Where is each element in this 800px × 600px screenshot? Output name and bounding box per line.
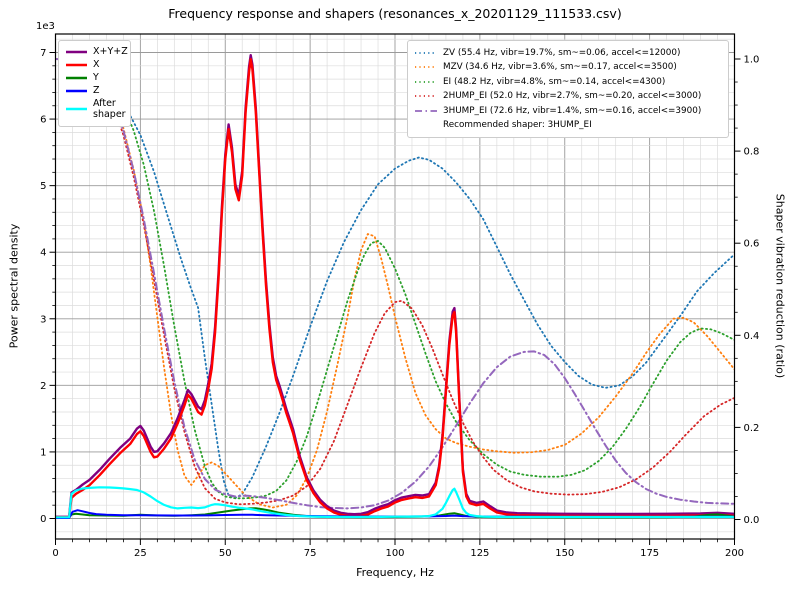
series-psd-after-shaper (55, 486, 735, 519)
series-curves (55, 54, 735, 519)
y-left-tick-label: 6 (40, 115, 46, 126)
legend-item-zv-55-4-hz-vibr-19-7-sm-0-06-a: ZV (55.4 Hz, vibr=19.7%, sm~=0.06, accel… (414, 46, 722, 60)
legend-item-x: X (65, 59, 124, 71)
x-tick-label: 25 (134, 548, 147, 559)
x-tick-label: 50 (219, 548, 232, 559)
chart-title: Frequency response and shapers (resonanc… (168, 6, 622, 21)
legend-item-ei-48-2-hz-vibr-4-8-sm-0-14-ac: EI (48.2 Hz, vibr=4.8%, sm~=0.14, accel<… (414, 75, 722, 89)
legend-item-label: MZV (34.6 Hz, vibr=3.6%, sm~=0.17, accel… (443, 62, 677, 73)
y-right-axis-label: Shaper vibration reduction (ratio) (773, 193, 787, 379)
x-tick-label: 125 (470, 548, 489, 559)
series-shaper-3hump-ei (55, 58, 735, 510)
legend-line-swatch (66, 108, 87, 111)
y-left-axis-label: Power spectral density (7, 223, 21, 349)
x-tick-label: 0 (52, 548, 58, 559)
legend-item-recommended-shaper-3hump-ei: Recommended shaper: 3HUMP_EI (414, 119, 722, 133)
legend-line-swatch (415, 51, 437, 54)
legend-item-label: X+Y+Z (93, 46, 128, 57)
legend-item-after-shaper: After shaper (65, 97, 126, 122)
legend-spacer (414, 120, 438, 130)
legend-psd-series: X+Y+Z X Y Z After shaper (58, 40, 131, 128)
legend-item-label: Recommended shaper: 3HUMP_EI (443, 120, 592, 131)
axis-ticks: 0 25 50 75 100 125 150 175 200 0 1 2 3 4 5 6 7 0.0 0.2 0.4 0… (40, 48, 759, 559)
y-right-tick-label: 0.8 (744, 147, 760, 158)
y-right-tick-label: 0.0 (744, 515, 760, 526)
legend-line-swatch (66, 89, 87, 92)
series-psd-x (55, 58, 735, 519)
x-tick-label: 75 (304, 548, 317, 559)
legend-line-swatch (415, 95, 437, 98)
legend-item-label: Y (93, 71, 99, 83)
legend-line-swatch (415, 66, 437, 69)
grid-lines (55, 34, 735, 539)
x-tick-label: 175 (640, 548, 659, 559)
legend-item-label: 2HUMP_EI (52.0 Hz, vibr=2.7%, sm~=0.20, … (443, 91, 702, 102)
legend-item-y: Y (65, 72, 124, 84)
legend-item-2hump-ei-52-0-hz-vibr-2-7-sm-0: 2HUMP_EI (52.0 Hz, vibr=2.7%, sm~=0.20, … (414, 90, 722, 104)
legend-item-x-y-z: X+Y+Z (65, 46, 128, 58)
y-right-tick-label: 1.0 (744, 55, 760, 66)
y-left-tick-label: 3 (40, 314, 46, 325)
series-shaper-2hump-ei (55, 58, 735, 506)
legend-item-3hump-ei-72-6-hz-vibr-1-4-sm-0: 3HUMP_EI (72.6 Hz, vibr=1.4%, sm~=0.16, … (414, 104, 722, 118)
legend-line-swatch (66, 76, 87, 79)
y-left-tick-label: 5 (40, 181, 46, 192)
y-left-tick-label: 7 (40, 48, 46, 59)
legend-shapers: ZV (55.4 Hz, vibr=19.7%, sm~=0.06, accel… (407, 40, 729, 138)
y-right-tick-label: 0.6 (744, 239, 760, 250)
legend-item-z: Z (65, 85, 124, 97)
legend-item-label: Z (93, 84, 100, 96)
y-right-tick-label: 0.4 (744, 331, 760, 342)
legend-item-label: X (93, 58, 100, 70)
legend-item-label: EI (48.2 Hz, vibr=4.8%, sm~=0.14, accel<… (443, 76, 666, 87)
x-tick-label: 150 (555, 548, 574, 559)
legend-item-label: 3HUMP_EI (72.6 Hz, vibr=1.4%, sm~=0.16, … (443, 105, 702, 116)
legend-line-swatch (415, 80, 437, 83)
legend-item-label: ZV (55.4 Hz, vibr=19.7%, sm~=0.06, accel… (443, 47, 681, 58)
legend-item-label: After shaper (93, 97, 126, 121)
series-shaper-zv (55, 58, 735, 499)
x-tick-label: 100 (385, 548, 404, 559)
x-tick-label: 200 (725, 548, 744, 559)
series-psd-z (55, 509, 735, 519)
legend-line-swatch (415, 109, 437, 112)
y-left-tick-label: 1 (40, 447, 46, 458)
y-left-tick-label: 2 (40, 381, 46, 392)
legend-line-swatch (66, 63, 87, 67)
y-left-offset-label: 1e3 (36, 21, 55, 32)
y-left-tick-label: 0 (40, 514, 46, 525)
y-left-tick-label: 4 (40, 248, 46, 259)
x-axis-label: Frequency, Hz (356, 566, 434, 579)
legend-item-mzv-34-6-hz-vibr-3-6-sm-0-17-a: MZV (34.6 Hz, vibr=3.6%, sm~=0.17, accel… (414, 61, 722, 75)
y-right-tick-label: 0.2 (744, 423, 760, 434)
legend-line-swatch (66, 50, 87, 54)
